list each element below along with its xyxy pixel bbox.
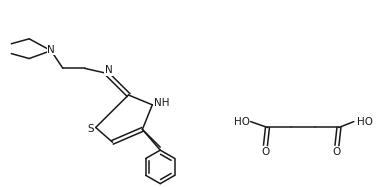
Text: N: N — [105, 65, 113, 75]
Text: O: O — [261, 147, 270, 157]
Text: NH: NH — [154, 98, 170, 108]
Text: N: N — [47, 45, 55, 55]
Text: HO: HO — [357, 117, 373, 127]
Text: S: S — [87, 125, 94, 134]
Text: HO: HO — [234, 117, 250, 127]
Text: O: O — [333, 147, 341, 157]
